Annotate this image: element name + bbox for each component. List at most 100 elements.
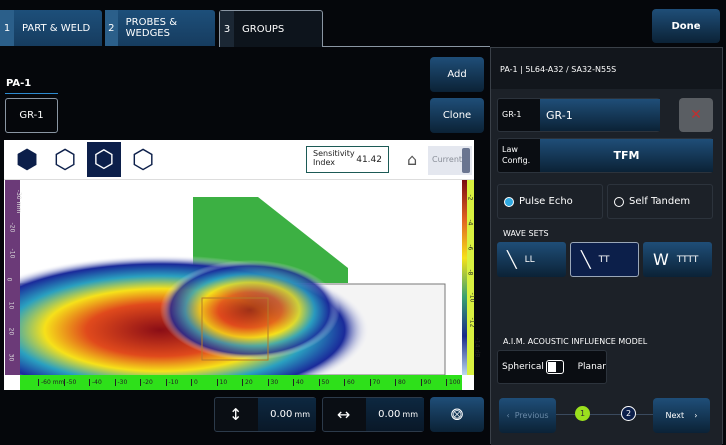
bottom-scale-label: -10: [165, 379, 178, 386]
color-bar: [462, 180, 467, 375]
depth-scale-label: 0: [5, 277, 13, 282]
wave-set-tt[interactable]: ╲ TT: [570, 242, 639, 277]
bottom-scale-label: 90: [420, 379, 431, 386]
view-toolbar: ⬢ ⬡ ⬡ ⬡ Sensitivity Index 41.42 ⌂ Curren…: [4, 140, 474, 180]
bottom-scale-label: 40: [293, 379, 304, 386]
group-name-input[interactable]: GR-1: [540, 99, 660, 131]
depth-scale-label: -10: [8, 248, 16, 259]
aim-model-toggle[interactable]: Spherical Planar: [497, 350, 607, 384]
sensitivity-label: Sensitivity: [313, 149, 355, 158]
bottom-scale-label: -40: [89, 379, 102, 386]
unit: mm: [294, 410, 310, 419]
previous-button[interactable]: ‹ Previous: [499, 398, 556, 433]
tab-probes-wedges[interactable]: 2 PROBES & WEDGES: [105, 10, 215, 46]
aim-switch[interactable]: [545, 360, 564, 374]
wave-label: LL: [524, 254, 535, 265]
horizontal-offset-value: 0.00: [378, 409, 401, 420]
horizontal-arrow-icon: ↔: [337, 405, 351, 424]
vertical-arrow-icon: ↕: [229, 405, 243, 424]
step-line: [551, 414, 661, 415]
next-button[interactable]: Next ›: [653, 398, 710, 433]
tab-divider: [323, 46, 490, 47]
sensitivity-label-2: Index: [313, 158, 336, 167]
pulse-echo-radio[interactable]: Pulse Echo: [497, 184, 603, 219]
group-name-field[interactable]: GR-1 GR-1: [497, 98, 660, 132]
tab-label: PART & WELD: [22, 22, 91, 34]
sensitivity-value: 41.42: [356, 155, 382, 165]
radio-selected-icon: [504, 196, 514, 207]
bottom-scale-label: 80: [395, 379, 406, 386]
probe-label: PA-1: [6, 78, 32, 89]
panel-header: PA-1 | 5L64-A32 / SA32-N55S: [500, 65, 617, 74]
current-toggle[interactable]: Current: [428, 146, 472, 175]
delete-group-button[interactable]: ✕: [679, 98, 713, 132]
tt-wave-icon: ╲: [581, 250, 591, 269]
bottom-scale-label: 10: [216, 379, 227, 386]
tab-number: 2: [105, 10, 118, 46]
panel-body: GR-1 GR-1 ✕ Law Config. TFM Pulse Echo Se…: [491, 89, 722, 445]
cube-solid-icon[interactable]: ⬢: [15, 145, 39, 175]
bottom-scale-label: 50: [318, 379, 329, 386]
index-scale: -60 mm -50 -40 -30 -20 -10 0 10 20 30 40 50 60 70 80 90…: [20, 375, 462, 390]
tab-number: 1: [0, 10, 14, 46]
spherical-label: Spherical: [502, 362, 544, 372]
sensitivity-index: Sensitivity Index 41.42: [306, 146, 389, 173]
depth-scale-label: 10: [7, 301, 15, 310]
cube-side-icon[interactable]: ⬡: [53, 145, 77, 175]
done-button[interactable]: Done: [652, 9, 720, 43]
radio-label: Pulse Echo: [519, 196, 573, 207]
ll-wave-icon: ╲: [507, 250, 517, 269]
unit: mm: [402, 410, 418, 419]
law-label: Law: [502, 145, 518, 154]
tab-label: GROUPS: [242, 23, 285, 35]
probe-position-button[interactable]: ⨷: [430, 397, 484, 432]
tab-groups[interactable]: 3 GROUPS: [219, 10, 323, 47]
bottom-scale-label: 20: [242, 379, 253, 386]
vertical-offset-value: 0.00: [270, 409, 293, 420]
depth-scale-label: 30: [7, 353, 15, 362]
view-canvas: ⬢ ⬡ ⬡ ⬡ Sensitivity Index 41.42 ⌂ Curren…: [4, 140, 480, 390]
toggle-knob: [462, 148, 470, 173]
law-label-2: Config.: [502, 156, 531, 165]
amplitude-scale: -2 -4 -6 -8 -10 -12 -14 dB: [466, 180, 480, 375]
tab-label: PROBES & WEDGES: [125, 17, 178, 39]
amplitude-scale-label: -4: [466, 219, 474, 226]
radio-label: Self Tandem: [629, 196, 691, 207]
radio-unselected-icon: [614, 196, 624, 207]
wave-label: TTTT: [676, 254, 699, 265]
depth-scale-label: 20: [7, 327, 15, 336]
horizontal-offset-field[interactable]: ↔ 0.00 mm: [322, 397, 424, 432]
wave-set-tttt[interactable]: W TTTT: [643, 242, 712, 277]
bottom-scale-label: -60 mm: [38, 379, 64, 386]
cube-front-icon[interactable]: ⬡: [87, 142, 121, 177]
bottom-scale-label: 70: [369, 379, 380, 386]
depth-scale: -30 mm -20 -10 0 10 20 30: [5, 180, 22, 375]
group-node-gr1[interactable]: GR-1: [5, 98, 58, 133]
amplitude-scale-label: -6: [466, 244, 474, 251]
part-shape-icon: ⌂: [407, 150, 418, 169]
clone-button[interactable]: Clone: [430, 98, 484, 133]
law-config-value[interactable]: TFM: [540, 139, 713, 172]
previous-label: Previous: [514, 411, 549, 420]
wave-set-ll[interactable]: ╲ LL: [497, 242, 566, 277]
vertical-offset-field[interactable]: ↕ 0.00 mm: [214, 397, 316, 432]
tab-part-weld[interactable]: 1 PART & WELD: [0, 10, 102, 46]
bottom-scale-label: -50: [63, 379, 76, 386]
bottom-scale-label: -20: [140, 379, 153, 386]
amplitude-scale-label: -12: [468, 317, 476, 328]
tree-line: [5, 93, 58, 94]
add-button[interactable]: Add: [430, 57, 484, 92]
aim-title: A.I.M. ACOUSTIC INFLUENCE MODEL: [503, 337, 648, 346]
switch-knob: [547, 362, 556, 372]
bottom-scale-label: 0: [191, 379, 198, 386]
next-label: Next: [665, 411, 685, 420]
bottom-scale-label: 60: [344, 379, 355, 386]
amplitude-scale-label: -8: [466, 269, 474, 276]
cube-dashed-icon[interactable]: ⬡: [131, 145, 155, 175]
self-tandem-radio[interactable]: Self Tandem: [607, 184, 713, 219]
current-label: Current: [432, 155, 463, 164]
heatmap-lobe: [160, 260, 340, 360]
probe-flip-icon: ⨷: [450, 404, 464, 424]
amplitude-scale-label: -10: [468, 292, 476, 303]
law-config-field[interactable]: Law Config. TFM: [497, 138, 713, 173]
